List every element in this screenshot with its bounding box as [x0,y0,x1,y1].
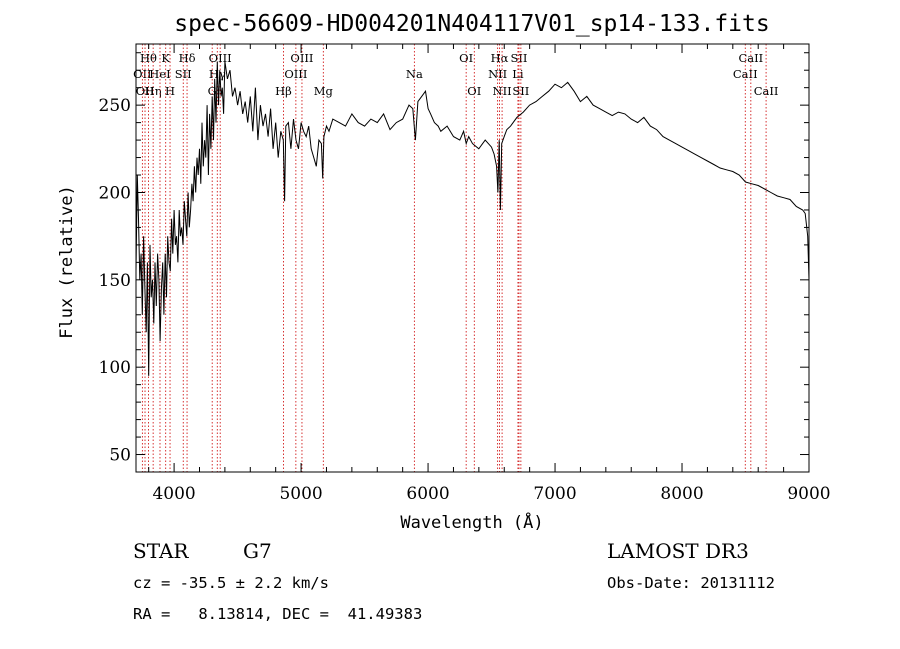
plot-frame [135,43,810,473]
marker-label: HeI [149,67,170,81]
marker-label: NII [493,84,512,98]
marker-label: CaII [754,84,779,98]
marker-label: SII [175,67,192,81]
y-tick-label: 200 [99,183,131,203]
marker-label: SII [510,51,527,65]
marker-label: Na [406,67,423,81]
obs-date-text: Obs-Date: 20131112 [607,574,775,592]
object-class: STAR [133,539,189,563]
x-tick-label: 9000 [787,484,830,504]
marker-label: OIII [209,51,232,65]
spectrum-series [135,61,810,376]
marker-label: Hα [491,51,509,65]
coordinates-text: RA = 8.13814, DEC = 41.49383 [133,605,422,623]
marker-label: Hδ [179,51,196,65]
marker-label: Hη [145,84,162,98]
object-subclass: G7 [243,539,272,563]
marker-label: Hθ [140,51,157,65]
x-tick-label: 7000 [533,484,576,504]
x-tick-label: 4000 [152,484,195,504]
spectrum-line [135,61,810,376]
x-axis-label: Wavelength (Å) [400,511,543,533]
marker-label: SII [512,84,529,98]
marker-label: Li [512,67,524,81]
x-tick-label: 5000 [279,484,322,504]
marker-label: K [161,51,170,65]
survey-name: LAMOST DR3 [607,539,749,563]
marker-label: OIII [290,51,313,65]
y-tick-label: 50 [109,446,131,466]
marker-label: Mg [314,84,334,98]
marker-label: Hβ [275,84,292,98]
marker-label: OI [459,51,473,65]
marker-label: H [165,84,175,98]
marker-label: CaII [733,67,758,81]
y-tick-label: 250 [99,96,131,116]
marker-label: OIII [284,67,307,81]
x-axis: 4000 5000 6000 7000 8000 9000 [148,44,831,504]
marker-label: OI [467,84,481,98]
redshift-text: cz = -35.5 ± 2.2 km/s [133,574,329,592]
chart-title: spec-56609-HD004201N404117V01_sp14-133.f… [174,11,769,37]
y-tick-label: 150 [99,271,131,291]
line-markers: OIIOIIHθHηHeIKHSIIHδGHγOIIIHβOIIIOIIIMgN… [133,44,778,472]
x-tick-label: 8000 [660,484,703,504]
marker-label: NII [488,67,507,81]
marker-label: G [208,84,217,98]
y-axis-label: Flux (relative) [57,185,77,339]
marker-label: CaII [738,51,763,65]
y-tick-label: 100 [99,358,131,378]
x-tick-label: 6000 [406,484,449,504]
y-axis: 50 100 150 200 250 [99,52,809,466]
